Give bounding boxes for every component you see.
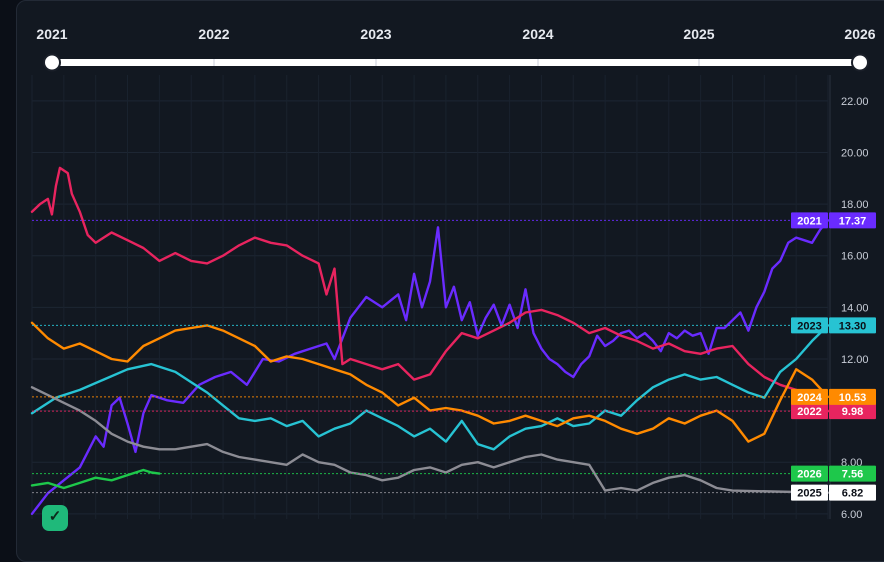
tag-year-2025: 2025 — [797, 488, 821, 500]
y-axis: 6.008.0010.0012.0014.0016.0018.0020.0022… — [841, 96, 869, 519]
series-line-2026 — [30, 468, 161, 490]
tag-year-bg-2025 — [791, 484, 828, 501]
year-label-2026: 2026 — [844, 26, 876, 42]
tag-value-2026: 7.56 — [842, 469, 863, 481]
y-tick-label: 14.00 — [841, 302, 869, 314]
y-tick-label: 16.00 — [841, 251, 869, 263]
brand-logo-icon: ✓ — [42, 505, 68, 531]
y-tick-label: 6.00 — [841, 509, 862, 519]
legend-value-tags: 2021 17.37 2022 9.98 2023 13.30 2024 10.53 2025 6… — [791, 212, 876, 501]
tag-year-2022: 2022 — [797, 406, 821, 418]
y-tick-label: 12.00 — [841, 354, 869, 366]
tag-value-bg-2021 — [829, 212, 876, 229]
series-line-2023 — [30, 324, 830, 451]
value-reference-lines — [32, 219, 828, 494]
y-tick-label: 20.00 — [841, 147, 869, 159]
tag-year-2023: 2023 — [797, 320, 821, 332]
line-chart: 6.008.0010.0012.0014.0016.0018.0020.0022… — [30, 53, 876, 519]
y-tick-label: 22.00 — [841, 96, 869, 108]
tag-year-bg-2024 — [791, 388, 828, 405]
series-line-2024 — [30, 321, 830, 443]
grid — [31, 75, 831, 519]
tag-year-bg-2023 — [791, 317, 828, 334]
year-label-2022: 2022 — [198, 26, 230, 42]
tag-value-2023: 13.30 — [839, 320, 867, 332]
tag-value-bg-2024 — [829, 388, 876, 405]
tag-value-bg-2023 — [829, 317, 876, 334]
tag-value-bg-2026 — [829, 465, 876, 482]
tag-year-2024: 2024 — [797, 392, 822, 404]
tag-value-2025: 6.82 — [842, 488, 863, 500]
series-line-2021 — [30, 219, 830, 515]
tag-year-bg-2021 — [791, 212, 828, 229]
tag-year-2021: 2021 — [797, 215, 821, 227]
series-line-2025 — [30, 386, 830, 494]
tag-year-2026: 2026 — [797, 469, 821, 481]
slider-handle-end[interactable] — [851, 53, 869, 72]
tag-value-2022: 9.98 — [842, 406, 863, 418]
slider-track[interactable] — [52, 59, 860, 66]
y-tick-label: 18.00 — [841, 199, 869, 211]
year-label-2024: 2024 — [522, 26, 554, 42]
series-line-2022 — [30, 166, 830, 413]
tag-value-bg-2025 — [829, 484, 876, 501]
year-label-2023: 2023 — [360, 26, 392, 42]
year-range-slider[interactable] — [43, 53, 869, 72]
year-label-2025: 2025 — [683, 26, 715, 42]
year-label-2021: 2021 — [36, 26, 68, 42]
slider-handle-start[interactable] — [43, 53, 61, 72]
tag-year-bg-2026 — [791, 465, 828, 482]
chart-panel — [16, 0, 884, 562]
tag-value-2021: 17.37 — [839, 215, 867, 227]
tag-value-2024: 10.53 — [839, 392, 867, 404]
tag-value-bg-2022 — [829, 403, 876, 420]
tag-year-bg-2022 — [791, 403, 828, 420]
